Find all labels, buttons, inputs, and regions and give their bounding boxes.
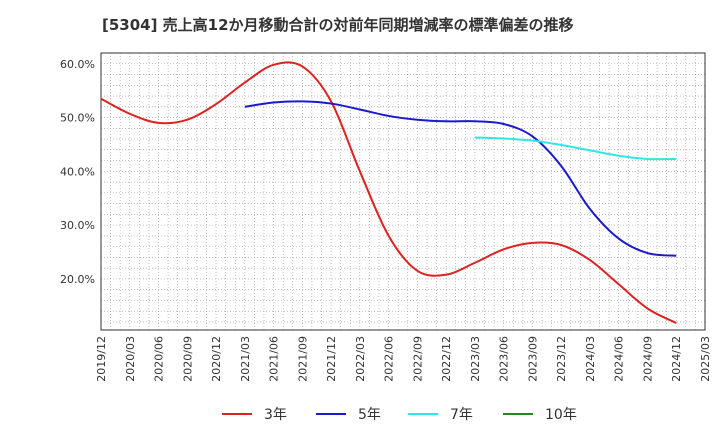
x-tick-label: 2021/03 bbox=[239, 336, 252, 382]
chart-title: [5304] 売上高12か月移動合計の対前年同期増減率の標準偏差の推移 bbox=[102, 16, 574, 34]
legend-label: 5年 bbox=[358, 407, 381, 423]
x-tick-label: 2020/03 bbox=[124, 336, 137, 382]
x-tick-label: 2022/09 bbox=[411, 336, 424, 382]
y-tick-label: 20.0% bbox=[60, 273, 95, 286]
x-tick-label: 2023/12 bbox=[555, 336, 568, 382]
x-tick-label: 2021/12 bbox=[325, 336, 338, 382]
x-tick-label: 2023/09 bbox=[526, 336, 539, 382]
plot-background bbox=[101, 53, 705, 330]
x-tick-label: 2020/12 bbox=[210, 336, 223, 382]
series-line-2 bbox=[244, 100, 677, 257]
legend-label: 10年 bbox=[545, 407, 577, 423]
x-tick-label: 2022/03 bbox=[354, 336, 367, 382]
y-axis-labels: 20.0% 30.0% 40.0% 50.0% 60.0% bbox=[60, 58, 95, 286]
x-tick-label: 2022/06 bbox=[383, 336, 396, 382]
x-tick-label: 2022/12 bbox=[440, 336, 453, 382]
x-tick-label: 2023/03 bbox=[469, 336, 482, 382]
series-line-1 bbox=[100, 61, 677, 324]
x-tick-label: 2024/03 bbox=[584, 336, 597, 382]
plot-frame bbox=[100, 52, 706, 331]
x-tick-label: 2019/12 bbox=[95, 336, 108, 382]
y-tick-label: 40.0% bbox=[60, 165, 95, 178]
x-tick-label: 2024/09 bbox=[641, 336, 654, 382]
y-tick-label: 30.0% bbox=[60, 219, 95, 232]
x-tick-label: 2024/06 bbox=[613, 336, 626, 382]
x-axis-labels: 2019/12 2020/03 2020/06 2020/09 2020/12 2021/… bbox=[95, 336, 712, 382]
x-tick-label: 2021/09 bbox=[296, 336, 309, 382]
x-tick-label: 2021/06 bbox=[268, 336, 281, 382]
legend-label: 3年 bbox=[264, 407, 287, 423]
legend-label: 7年 bbox=[450, 407, 473, 423]
x-tick-label: 2024/12 bbox=[670, 336, 683, 382]
series-line-3 bbox=[474, 136, 677, 161]
x-tick-label: 2020/06 bbox=[153, 336, 166, 382]
x-tick-label: 2023/06 bbox=[498, 336, 511, 382]
x-tick-label: 2020/09 bbox=[181, 336, 194, 382]
y-tick-label: 50.0% bbox=[60, 112, 95, 125]
x-tick-label: 2025/03 bbox=[699, 336, 712, 382]
legend: 3年 5年 7年 10年 bbox=[222, 407, 577, 423]
series-lines bbox=[100, 61, 677, 324]
y-tick-label: 60.0% bbox=[60, 58, 95, 71]
